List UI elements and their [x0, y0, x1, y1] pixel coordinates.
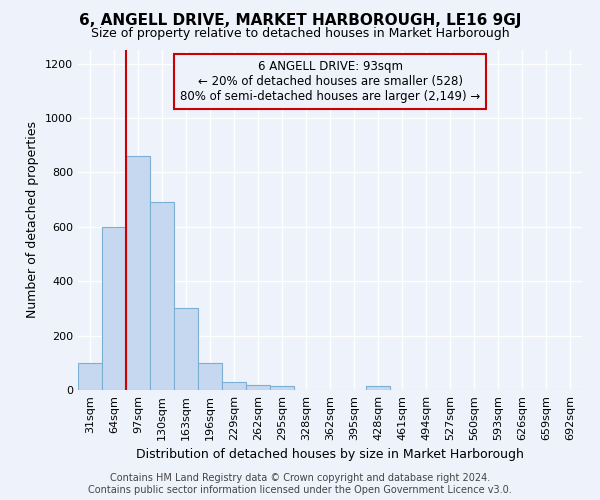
Y-axis label: Number of detached properties: Number of detached properties — [26, 122, 40, 318]
Bar — [222, 382, 246, 390]
Bar — [78, 363, 102, 390]
Bar — [102, 227, 126, 390]
Bar — [150, 202, 174, 390]
X-axis label: Distribution of detached houses by size in Market Harborough: Distribution of detached houses by size … — [136, 448, 524, 462]
Text: 6, ANGELL DRIVE, MARKET HARBOROUGH, LE16 9GJ: 6, ANGELL DRIVE, MARKET HARBOROUGH, LE16… — [79, 12, 521, 28]
Text: Size of property relative to detached houses in Market Harborough: Size of property relative to detached ho… — [91, 28, 509, 40]
Bar — [126, 156, 150, 390]
Text: 6 ANGELL DRIVE: 93sqm
← 20% of detached houses are smaller (528)
80% of semi-det: 6 ANGELL DRIVE: 93sqm ← 20% of detached … — [180, 60, 480, 103]
Bar — [198, 363, 222, 390]
Bar — [174, 308, 198, 390]
Bar — [270, 386, 294, 390]
Text: Contains HM Land Registry data © Crown copyright and database right 2024.
Contai: Contains HM Land Registry data © Crown c… — [88, 474, 512, 495]
Bar — [366, 386, 390, 390]
Bar — [246, 384, 270, 390]
